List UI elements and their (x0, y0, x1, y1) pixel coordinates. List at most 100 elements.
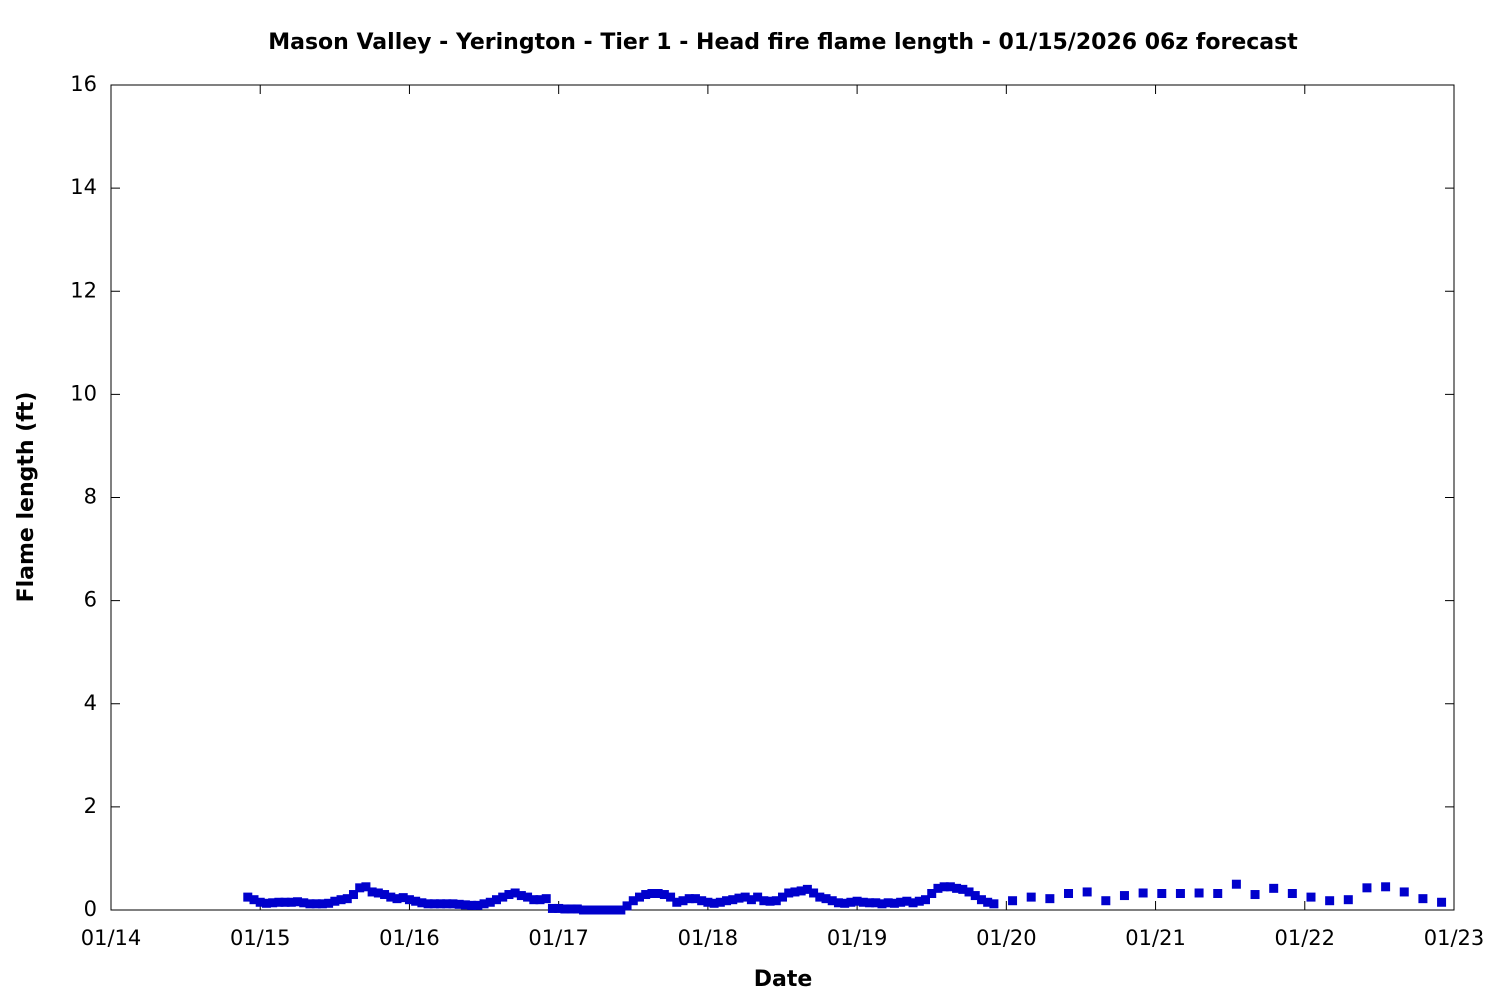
marker (622, 901, 632, 911)
marker (274, 897, 284, 907)
y-tick-label: 14 (70, 175, 97, 199)
marker (1008, 896, 1018, 906)
marker (579, 905, 589, 915)
marker (1306, 892, 1316, 902)
marker (641, 890, 651, 900)
marker (759, 896, 769, 906)
marker (404, 895, 414, 905)
marker (983, 897, 993, 907)
marker (1250, 890, 1260, 900)
marker (821, 894, 831, 904)
x-tick-label: 01/17 (528, 926, 589, 950)
marker (666, 892, 676, 902)
y-tick-label: 16 (70, 72, 97, 96)
marker (268, 898, 278, 908)
marker (896, 897, 906, 907)
marker (386, 892, 396, 902)
marker (877, 899, 887, 909)
marker (1138, 888, 1148, 898)
marker (572, 904, 582, 914)
y-tick-label: 10 (70, 381, 97, 405)
marker (784, 888, 794, 898)
marker (367, 887, 377, 897)
marker (734, 893, 744, 903)
marker (299, 898, 309, 908)
marker (610, 905, 620, 915)
marker (249, 895, 259, 905)
marker (939, 882, 949, 892)
marker (653, 889, 663, 898)
marker (989, 899, 999, 909)
marker (1343, 895, 1353, 905)
marker (1082, 887, 1092, 897)
marker (1194, 888, 1204, 898)
marker (1119, 891, 1129, 901)
marker (255, 897, 265, 907)
marker (1026, 892, 1036, 902)
y-axis-label: Flame length (ft) (14, 392, 39, 603)
y-tick-label: 12 (70, 278, 97, 302)
marker (771, 896, 781, 906)
marker (1362, 883, 1372, 893)
marker (560, 904, 570, 914)
marker (1399, 887, 1409, 897)
marker (1381, 882, 1391, 892)
marker (286, 897, 296, 907)
marker (423, 899, 433, 909)
marker (952, 883, 962, 893)
marker (417, 898, 427, 908)
marker (523, 892, 533, 902)
marker (398, 893, 408, 903)
marker (833, 898, 843, 908)
x-tick-label: 01/15 (230, 926, 291, 950)
marker (1269, 883, 1279, 893)
marker (1231, 879, 1241, 889)
marker (883, 898, 893, 908)
y-tick-label: 8 (84, 485, 97, 509)
marker (678, 896, 688, 906)
marker (355, 883, 365, 893)
x-tick-label: 01/14 (81, 926, 142, 950)
marker (243, 892, 253, 902)
marker (659, 890, 669, 900)
marker (902, 896, 912, 906)
marker (765, 896, 775, 906)
marker (280, 897, 290, 907)
marker (709, 898, 719, 908)
marker (485, 897, 495, 907)
marker (317, 899, 327, 909)
marker (790, 887, 800, 897)
marker (1175, 889, 1185, 898)
marker (914, 896, 924, 906)
marker (585, 905, 595, 915)
marker (634, 892, 644, 902)
marker (616, 905, 626, 915)
marker (852, 896, 862, 906)
marker (690, 894, 700, 904)
marker (261, 898, 271, 908)
plot-frame (110, 84, 1455, 911)
marker (491, 895, 501, 905)
marker (529, 895, 539, 905)
marker (1045, 894, 1055, 904)
marker (535, 895, 545, 905)
marker (964, 887, 974, 897)
marker (684, 894, 694, 904)
marker (448, 899, 458, 909)
marker (672, 897, 682, 907)
marker (647, 889, 657, 898)
marker (802, 884, 812, 894)
marker (715, 897, 725, 907)
marker (411, 896, 421, 906)
marker (373, 888, 383, 898)
marker (815, 892, 825, 902)
marker (336, 895, 346, 905)
marker (305, 899, 315, 909)
marker (392, 894, 402, 904)
marker (728, 895, 738, 905)
y-tick-label: 2 (84, 794, 97, 818)
x-axis-label: Date (754, 967, 813, 992)
marker (921, 895, 931, 905)
marker (958, 884, 968, 894)
